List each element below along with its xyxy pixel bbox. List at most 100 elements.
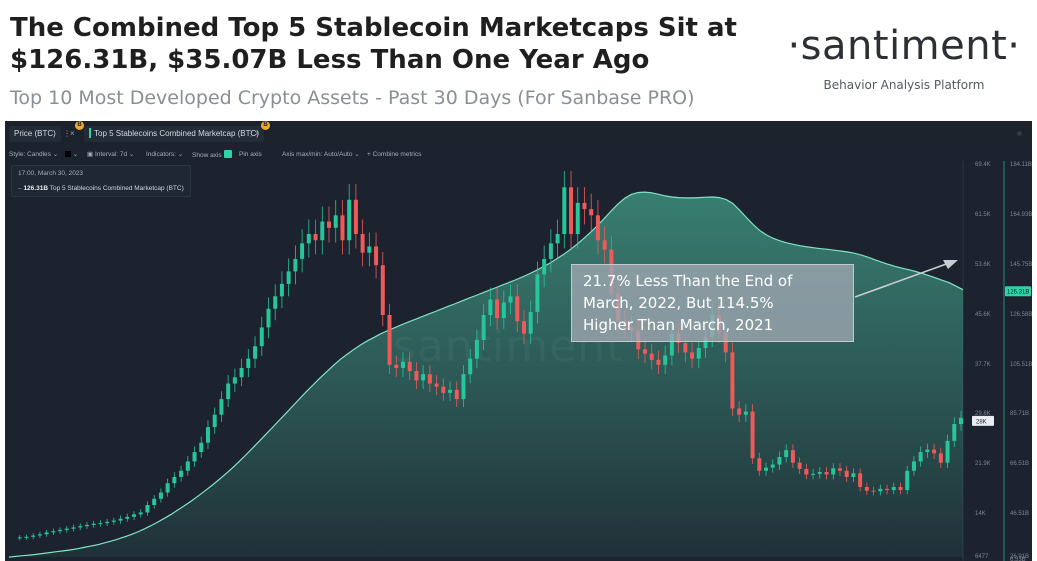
left-axis-tick-label: 61.5K — [975, 212, 991, 218]
price-candle — [898, 486, 903, 491]
price-candle — [51, 531, 56, 533]
color-picker[interactable]: ⌄ — [63, 150, 78, 159]
price-candle — [273, 296, 278, 309]
price-candle — [945, 440, 950, 463]
price-candle — [959, 417, 963, 425]
price-candle — [690, 352, 695, 359]
show-axis-toggle[interactable]: Show axis — [192, 150, 232, 160]
annotation-arrow — [854, 262, 950, 298]
price-candle — [589, 209, 594, 216]
color-swatch-icon — [65, 151, 71, 157]
price-candle — [313, 234, 318, 241]
interval-select[interactable]: ▣ Interval: 7d ⌄ — [87, 151, 135, 158]
price-candle — [555, 234, 560, 244]
legend-row: – 126.31B Top 5 Stablecoins Combined Mar… — [18, 185, 184, 192]
annotation-callout: 21.7% Less Than the End of March, 2022, … — [571, 264, 854, 342]
price-candle — [239, 367, 244, 378]
price-candle — [71, 527, 76, 529]
tab-stablecoin-close-icon[interactable]: × — [255, 129, 260, 138]
price-candle — [138, 512, 143, 515]
price-candle — [293, 258, 298, 272]
left-axis-tick-label: 45.6K — [975, 312, 991, 318]
price-candle — [535, 274, 540, 312]
price-candle — [837, 468, 842, 471]
panel-status-dot-icon — [1017, 131, 1022, 136]
legend-value: 126.31B — [23, 185, 49, 192]
right-axis-tick-label: 85.71B — [1010, 411, 1029, 417]
price-candle — [508, 296, 513, 303]
price-candle — [246, 358, 251, 368]
price-candle — [696, 348, 701, 359]
price-candle — [306, 234, 311, 244]
price-candle — [461, 374, 466, 400]
price-candle — [132, 514, 137, 517]
price-candle — [582, 202, 587, 210]
tab-stablecoin-label: Top 5 Stablecoins Combined Marketcap (BT… — [94, 129, 259, 138]
current-marketcap-label: 126.31B — [1007, 290, 1029, 296]
price-candle — [353, 199, 358, 235]
price-candle — [784, 450, 789, 458]
chart-canvas: 69.4K 61.5K 53.6K 45.6K 37.7K 29.8K 21.9K 14K 64… — [8, 161, 1032, 561]
metric-tabs: Price (BTC) ⋮ × B Top 5 Stablecoins Comb… — [5, 121, 1032, 145]
axis-maxmin-select[interactable]: Axis max/min: Auto/Auto ⌄ — [282, 151, 360, 158]
current-marketcap-marker — [1005, 286, 1031, 297]
price-candle — [562, 187, 567, 235]
headline-line2: $126.31B, $35.07B Less Than One Year Ago — [10, 45, 650, 75]
price-candle — [327, 221, 331, 228]
price-candle — [824, 471, 829, 475]
stablecoin-area-fill — [9, 192, 963, 558]
legend-date: 17:00, March 30, 2023 — [18, 170, 84, 177]
left-axis-tick-label: 37.7K — [975, 362, 991, 368]
combine-metrics-button[interactable]: + Combine metrics — [367, 151, 422, 158]
current-price-label: 28K — [976, 419, 987, 425]
price-candle — [347, 199, 352, 241]
annotation-line2: March, 2022, But 114.5% — [583, 294, 774, 312]
price-candle — [172, 476, 177, 484]
price-candle — [441, 386, 446, 393]
tab-price-badge: B — [75, 121, 84, 130]
tab-price-close-icon[interactable]: × — [70, 129, 75, 138]
price-candle — [723, 332, 728, 353]
price-candle — [192, 452, 197, 462]
price-candle — [158, 492, 163, 499]
annotation-line1: 21.7% Less Than the End of — [583, 272, 793, 290]
style-select[interactable]: Style: Candles ⌄ — [9, 151, 59, 158]
tab-price-menu-icon[interactable]: ⋮ — [63, 129, 71, 138]
right-axis-tick-label: 46.51B — [1010, 511, 1029, 517]
price-candle — [528, 311, 533, 334]
price-candle — [575, 202, 580, 235]
left-axis-tick-label: 6477 — [975, 554, 989, 560]
price-candle — [932, 449, 937, 454]
price-candle — [118, 518, 123, 521]
indicators-select[interactable]: Indicators: ⌄ — [146, 151, 184, 158]
show-axis-checkbox-icon — [223, 150, 232, 158]
price-candle — [797, 462, 802, 469]
price-candle — [44, 532, 49, 535]
price-candle — [259, 327, 264, 347]
price-candle — [434, 383, 439, 387]
current-price-marker — [972, 415, 994, 426]
price-candle — [219, 399, 224, 415]
indicators-select-label: Indicators: — [146, 151, 176, 158]
pin-axis-toggle[interactable]: Pin axis — [239, 150, 262, 159]
tab-price-btc[interactable]: Price (BTC) — [9, 126, 61, 142]
price-candle — [185, 461, 190, 471]
price-candle — [831, 468, 836, 475]
left-axis-tick-label: 53.6K — [975, 262, 991, 268]
price-candle — [58, 529, 63, 532]
price-candle — [98, 523, 103, 525]
price-candle — [24, 536, 29, 538]
right-axis-tick-label: 26.91B — [1010, 554, 1029, 560]
tab-stablecoin-marketcap[interactable]: Top 5 Stablecoins Combined Marketcap (BT… — [84, 126, 264, 142]
price-candle — [414, 371, 419, 381]
tab-price-btc-label: Price (BTC) — [14, 129, 56, 138]
brand-tagline: Behavior Analysis Platform — [823, 78, 985, 92]
price-candle — [17, 537, 22, 539]
chart-toolbar: Style: Candles ⌄ ⌄ ▣ Interval: 7d ⌄ Indi… — [5, 147, 1032, 161]
left-axis-tick-label: 29.8K — [975, 411, 991, 417]
price-candle — [495, 299, 500, 319]
price-candle — [703, 336, 708, 349]
price-candle — [938, 453, 943, 463]
tab-stablecoin-menu-icon[interactable]: ⋮ — [247, 129, 255, 138]
price-candle — [501, 302, 506, 319]
